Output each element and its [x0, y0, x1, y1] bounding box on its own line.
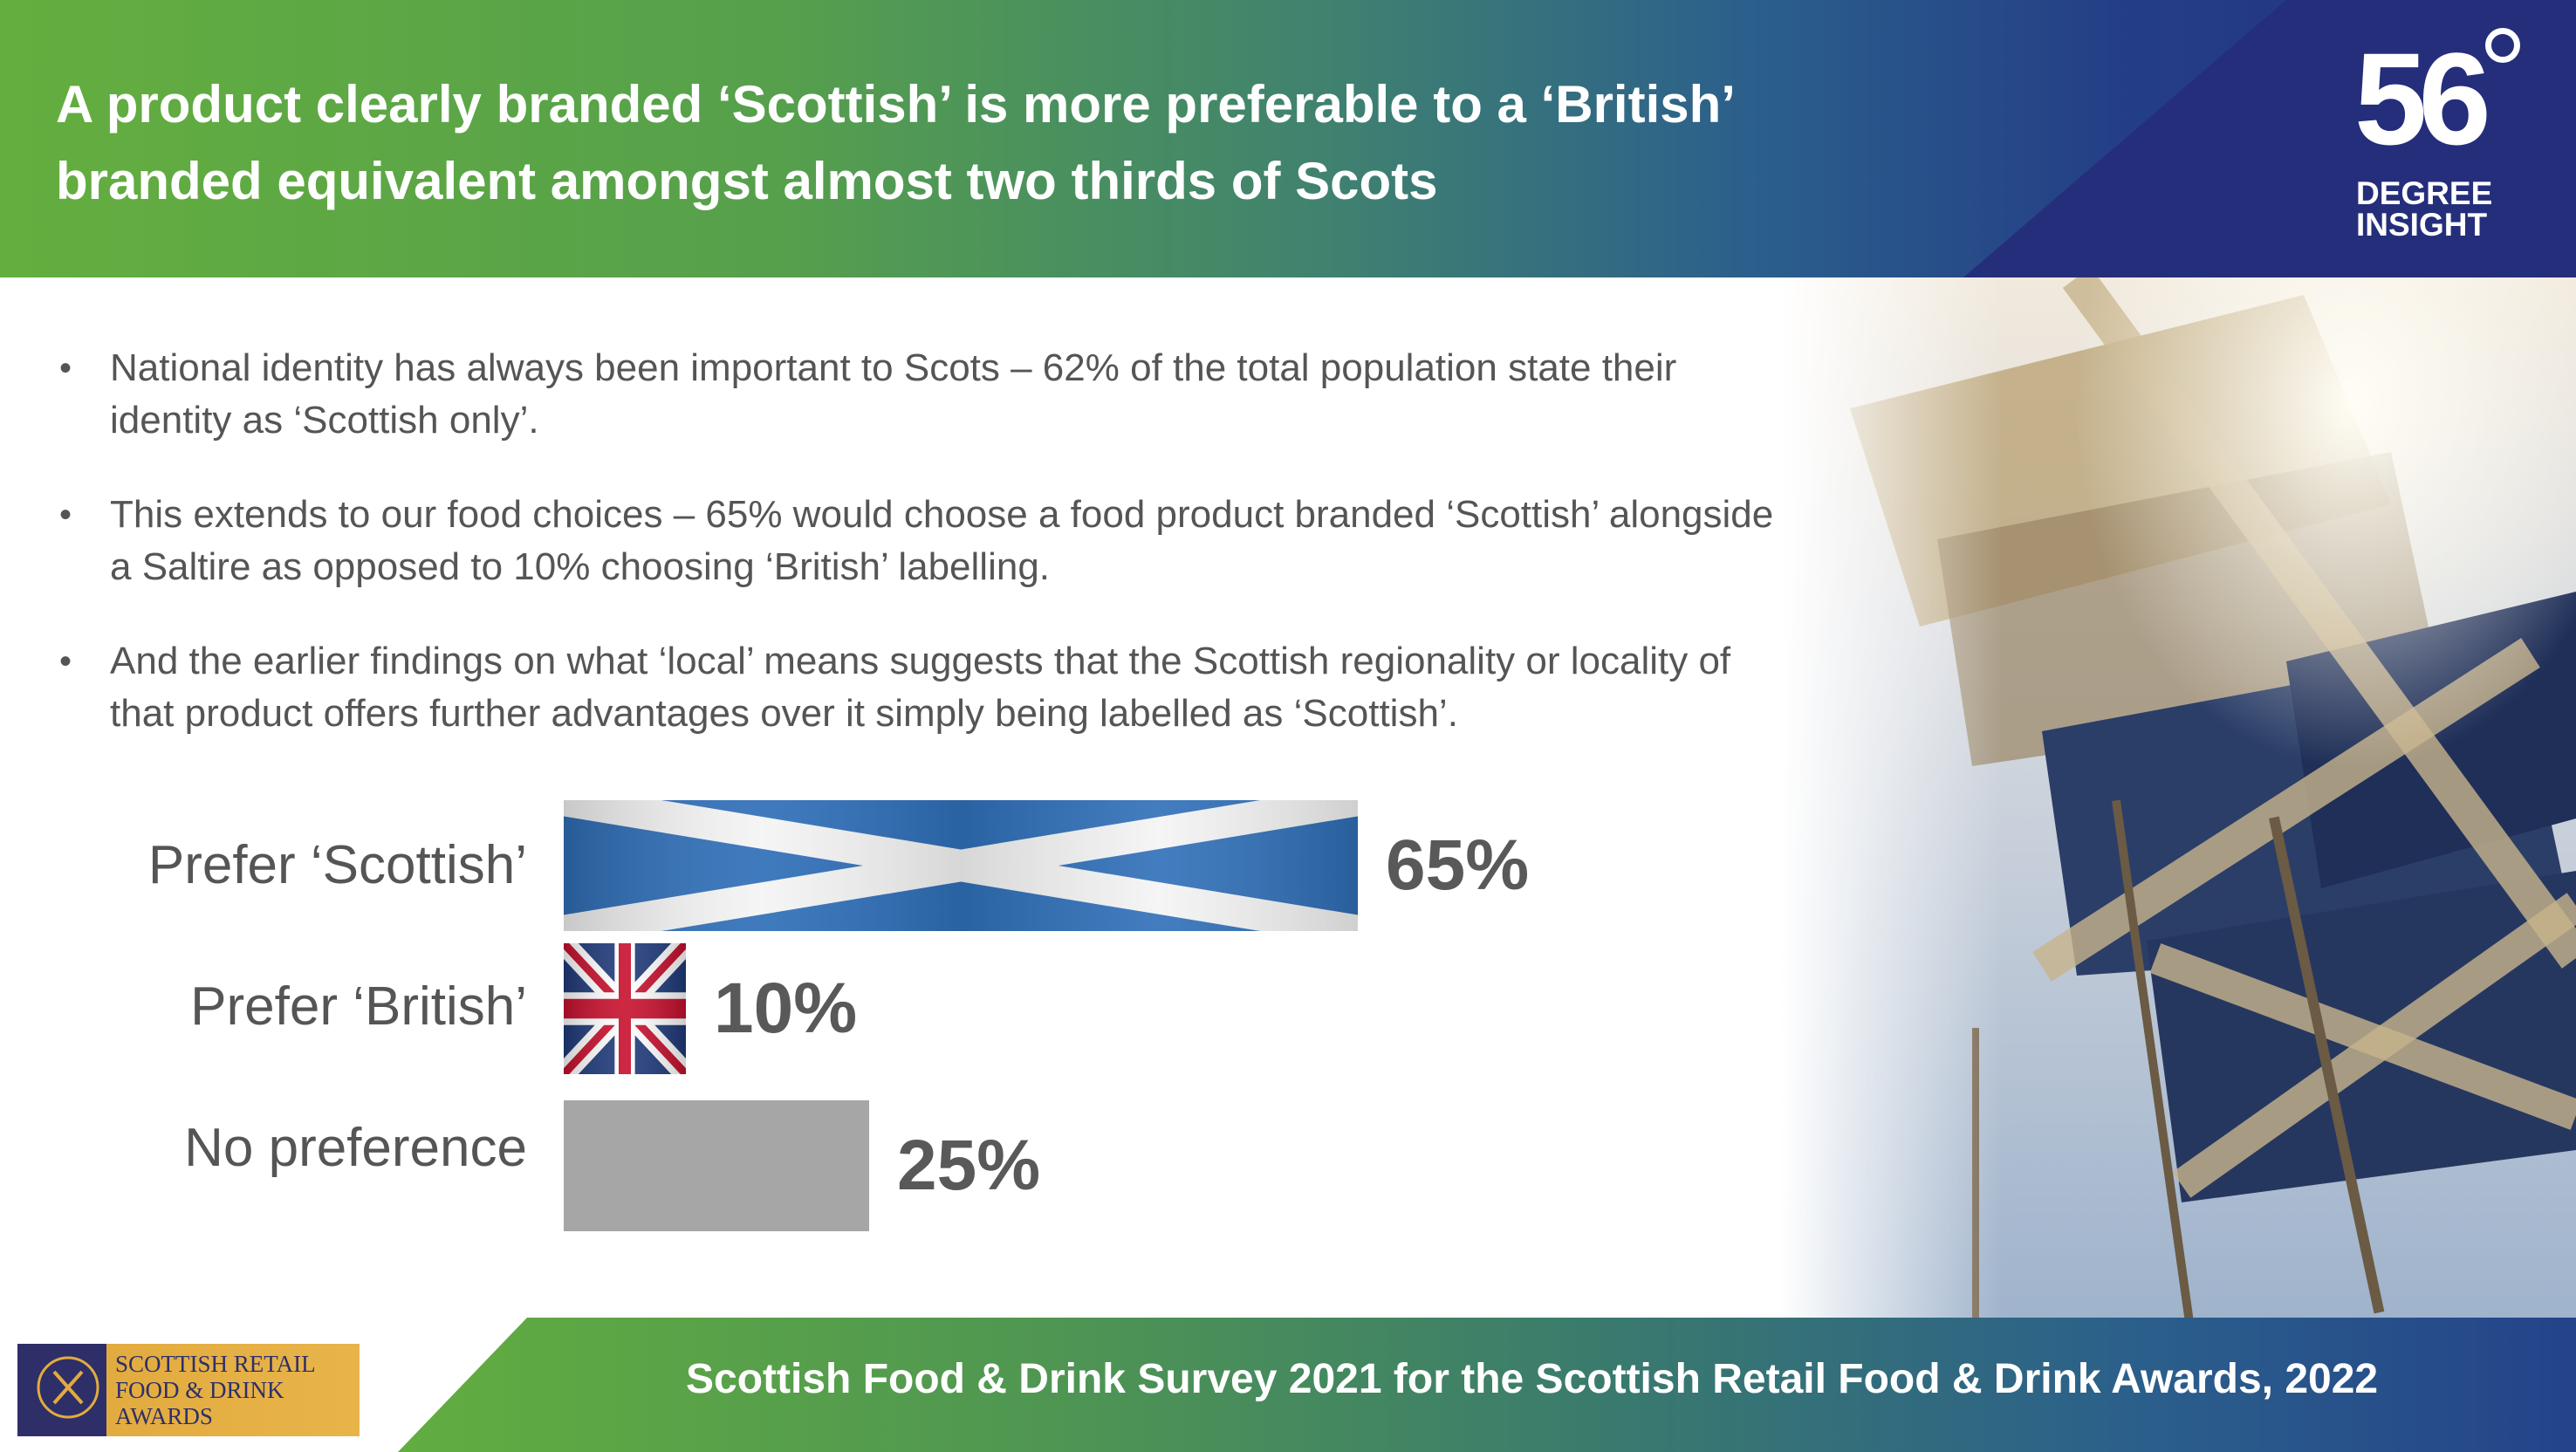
category-label-scottish: Prefer ‘Scottish’: [147, 835, 527, 895]
awards-text-line-3: AWARDS: [115, 1403, 213, 1429]
bar-british-union-jack: [564, 943, 686, 1074]
bullet-marker: •: [59, 642, 72, 681]
title-line-2: branded equivalent amongst almost two th…: [56, 152, 1438, 210]
company-logo: 56 DEGREE INSIGHT: [2347, 25, 2557, 251]
logo-text-line-1: DEGREE: [2356, 175, 2493, 211]
preference-bar-chart: Prefer ‘Scottish’ Prefer ‘British’ No pr…: [0, 785, 1658, 1257]
value-label-scottish: 65%: [1386, 825, 1530, 905]
footer-source-text: Scottish Food & Drink Survey 2021 for th…: [686, 1356, 2379, 1402]
value-label-no-preference: 25%: [897, 1126, 1041, 1205]
bullet-marker: •: [59, 496, 72, 534]
bar-scottish-saltire: [564, 800, 1358, 931]
logo-number: 56: [2354, 25, 2491, 172]
bullet-marker: •: [59, 349, 72, 387]
fork-knife-icon: [37, 1356, 99, 1419]
bullet-item-1: • National identity has always been impo…: [56, 342, 1784, 447]
degree-symbol-icon: [2485, 28, 2520, 63]
title-line-1: A product clearly branded ‘Scottish’ is …: [56, 75, 1736, 134]
bullet-text: And the earlier findings on what ‘local’…: [110, 640, 1731, 735]
scottish-flags-photo: [1780, 277, 2576, 1321]
awards-logo-text: SCOTTISH RETAIL FOOD & DRINK AWARDS: [115, 1351, 316, 1429]
category-label-british: Prefer ‘British’: [190, 976, 527, 1037]
bullet-text: This extends to our food choices – 65% w…: [110, 493, 1774, 588]
awards-text-line-1: SCOTTISH RETAIL: [115, 1351, 316, 1377]
awards-text-line-2: FOOD & DRINK: [115, 1377, 284, 1403]
bullet-item-3: • And the earlier findings on what ‘loca…: [56, 635, 1784, 740]
bullet-list: • National identity has always been impo…: [56, 342, 1784, 782]
footer-banner: [398, 1318, 2576, 1452]
awards-logo: SCOTTISH RETAIL FOOD & DRINK AWARDS: [17, 1344, 360, 1436]
bar-no-preference: [564, 1100, 869, 1231]
bullet-item-2: • This extends to our food choices – 65%…: [56, 489, 1784, 593]
category-label-no-preference: No preference: [184, 1118, 527, 1178]
value-label-british: 10%: [714, 969, 858, 1048]
page-title: A product clearly branded ‘Scottish’ is …: [56, 66, 2063, 220]
header-banner: A product clearly branded ‘Scottish’ is …: [0, 0, 2576, 277]
logo-text-line-2: INSIGHT: [2356, 207, 2488, 243]
bullet-text: National identity has always been import…: [110, 346, 1677, 442]
